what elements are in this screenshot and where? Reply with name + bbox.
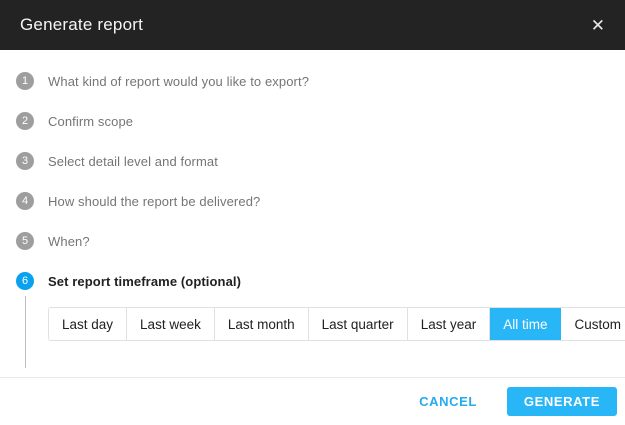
step-2[interactable]: 2 Confirm scope	[0, 101, 625, 141]
step-2-label: Confirm scope	[48, 113, 134, 129]
step-3[interactable]: 3 Select detail level and format	[0, 141, 625, 181]
timeframe-option-custom[interactable]: Custom	[561, 308, 625, 340]
timeframe-option-last-year[interactable]: Last year	[407, 308, 491, 340]
step-4-label: How should the report be delivered?	[48, 193, 261, 209]
close-icon[interactable]: ✕	[590, 15, 605, 35]
step-5-label: When?	[48, 233, 90, 249]
step-4-number-badge: 4	[16, 192, 34, 210]
step-4[interactable]: 4 How should the report be delivered?	[0, 181, 625, 221]
stepper: 1 What kind of report would you like to …	[0, 61, 625, 301]
timeframe-option-all-time[interactable]: All time	[490, 308, 562, 340]
timeframe-option-last-month[interactable]: Last month	[214, 308, 309, 340]
timeframe-option-last-day[interactable]: Last day	[49, 308, 128, 340]
dialog-footer: CANCEL GENERATE	[0, 377, 625, 425]
dialog-title: Generate report	[20, 15, 144, 34]
step-6-number-badge: 6	[16, 272, 34, 290]
generate-button[interactable]: GENERATE	[506, 387, 617, 416]
cancel-button[interactable]: CANCEL	[407, 386, 489, 417]
step-1-number-badge: 1	[16, 72, 34, 90]
timeframe-button-group: Last day Last week Last month Last quart…	[48, 307, 625, 341]
step-2-number-badge: 2	[16, 112, 34, 130]
step-1[interactable]: 1 What kind of report would you like to …	[0, 61, 625, 101]
step-5[interactable]: 5 When?	[0, 221, 625, 261]
timeframe-option-last-week[interactable]: Last week	[127, 308, 215, 340]
step-3-number-badge: 3	[16, 152, 34, 170]
step-5-number-badge: 5	[16, 232, 34, 250]
step-3-label: Select detail level and format	[48, 153, 218, 169]
step-connector-line	[25, 296, 26, 368]
step-6[interactable]: 6 Set report timeframe (optional)	[0, 261, 625, 301]
timeframe-option-last-quarter[interactable]: Last quarter	[308, 308, 408, 340]
step-6-label: Set report timeframe (optional)	[48, 273, 242, 289]
dialog-header: Generate report ✕	[0, 0, 625, 50]
step-1-label: What kind of report would you like to ex…	[48, 73, 310, 89]
